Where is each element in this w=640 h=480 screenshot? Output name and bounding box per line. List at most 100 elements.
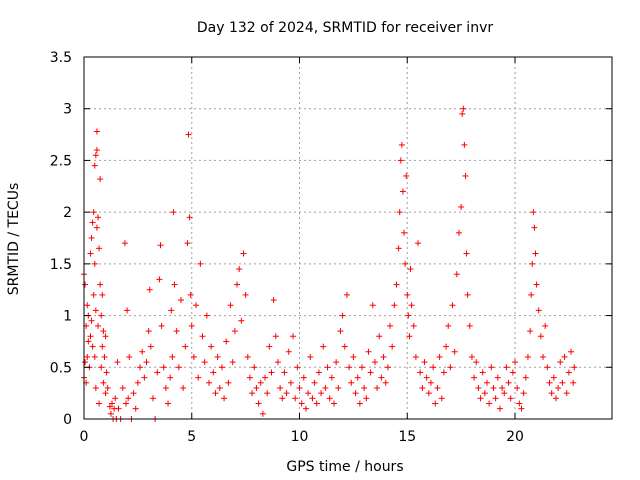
data-point [82, 359, 89, 366]
data-point [100, 328, 107, 335]
data-point [328, 374, 335, 381]
data-point [91, 260, 98, 267]
data-point [337, 328, 344, 335]
data-point [309, 395, 316, 402]
data-point [440, 369, 447, 376]
data-point [100, 379, 107, 386]
data-point [98, 312, 105, 319]
data-point [341, 343, 348, 350]
data-point [396, 209, 403, 216]
data-point [507, 395, 514, 402]
data-point [402, 260, 409, 267]
data-point [447, 364, 454, 371]
data-point [197, 260, 204, 267]
data-point [154, 369, 161, 376]
data-point [126, 353, 133, 360]
data-point [382, 379, 389, 386]
data-point [84, 353, 91, 360]
data-point [548, 390, 555, 397]
data-point [371, 359, 378, 366]
data-point [281, 369, 288, 376]
data-point [221, 395, 228, 402]
data-point [449, 302, 456, 309]
data-point [492, 395, 499, 402]
data-point [399, 188, 406, 195]
data-point [137, 364, 144, 371]
data-point [121, 240, 128, 247]
data-point [509, 369, 516, 376]
data-point [555, 384, 562, 391]
data-point [229, 359, 236, 366]
data-point [244, 353, 251, 360]
data-point [369, 302, 376, 309]
data-point [346, 364, 353, 371]
data-point [253, 384, 260, 391]
x-tick-label: 15 [398, 429, 416, 445]
data-point [359, 364, 366, 371]
y-tick-label: 0 [63, 412, 72, 428]
data-point [542, 322, 549, 329]
data-point [401, 229, 408, 236]
data-point [99, 291, 106, 298]
x-tick-label: 0 [80, 429, 89, 445]
data-point [264, 390, 271, 397]
data-point [570, 379, 577, 386]
data-point [367, 369, 374, 376]
data-point [234, 281, 241, 288]
data-point [257, 379, 264, 386]
data-point [473, 359, 480, 366]
data-point [391, 302, 398, 309]
data-point [529, 260, 536, 267]
data-point [125, 395, 132, 402]
data-point [96, 400, 103, 407]
data-points [81, 105, 578, 422]
data-point [397, 157, 404, 164]
chart-title: Day 132 of 2024, SRMTID for receiver inv… [197, 20, 493, 36]
data-point [168, 307, 175, 314]
data-point [481, 390, 488, 397]
data-point [203, 312, 210, 319]
data-point [90, 291, 97, 298]
data-point [287, 379, 294, 386]
data-point [175, 364, 182, 371]
data-point [387, 322, 394, 329]
data-point [109, 400, 116, 407]
data-point [296, 384, 303, 391]
data-point [279, 395, 286, 402]
data-point [141, 374, 148, 381]
data-point [173, 328, 180, 335]
data-point [505, 379, 512, 386]
data-point [361, 384, 368, 391]
data-point [157, 242, 164, 249]
data-point [550, 374, 557, 381]
data-point [518, 405, 525, 412]
data-point [240, 250, 247, 257]
data-point [571, 364, 578, 371]
data-point [201, 359, 208, 366]
data-point [528, 291, 535, 298]
data-point [184, 240, 191, 247]
axis-ticks: 0 0.5 1 1.5 2 2.5 3 3.5 0 5 10 15 20 [50, 50, 612, 445]
data-point [85, 338, 92, 345]
data-point [285, 348, 292, 355]
data-point [88, 317, 95, 324]
data-point [97, 176, 104, 183]
data-point [436, 353, 443, 360]
data-point [143, 359, 150, 366]
data-point [432, 400, 439, 407]
data-point [103, 369, 110, 376]
data-point [277, 384, 284, 391]
data-point [389, 343, 396, 350]
data-point [292, 395, 299, 402]
data-point [514, 384, 521, 391]
data-point [561, 353, 568, 360]
data-point [89, 343, 96, 350]
data-point [354, 374, 361, 381]
data-point [102, 333, 109, 340]
data-point [438, 395, 445, 402]
data-point [272, 333, 279, 340]
data-point [565, 369, 572, 376]
data-point [93, 224, 100, 231]
data-point [255, 400, 262, 407]
